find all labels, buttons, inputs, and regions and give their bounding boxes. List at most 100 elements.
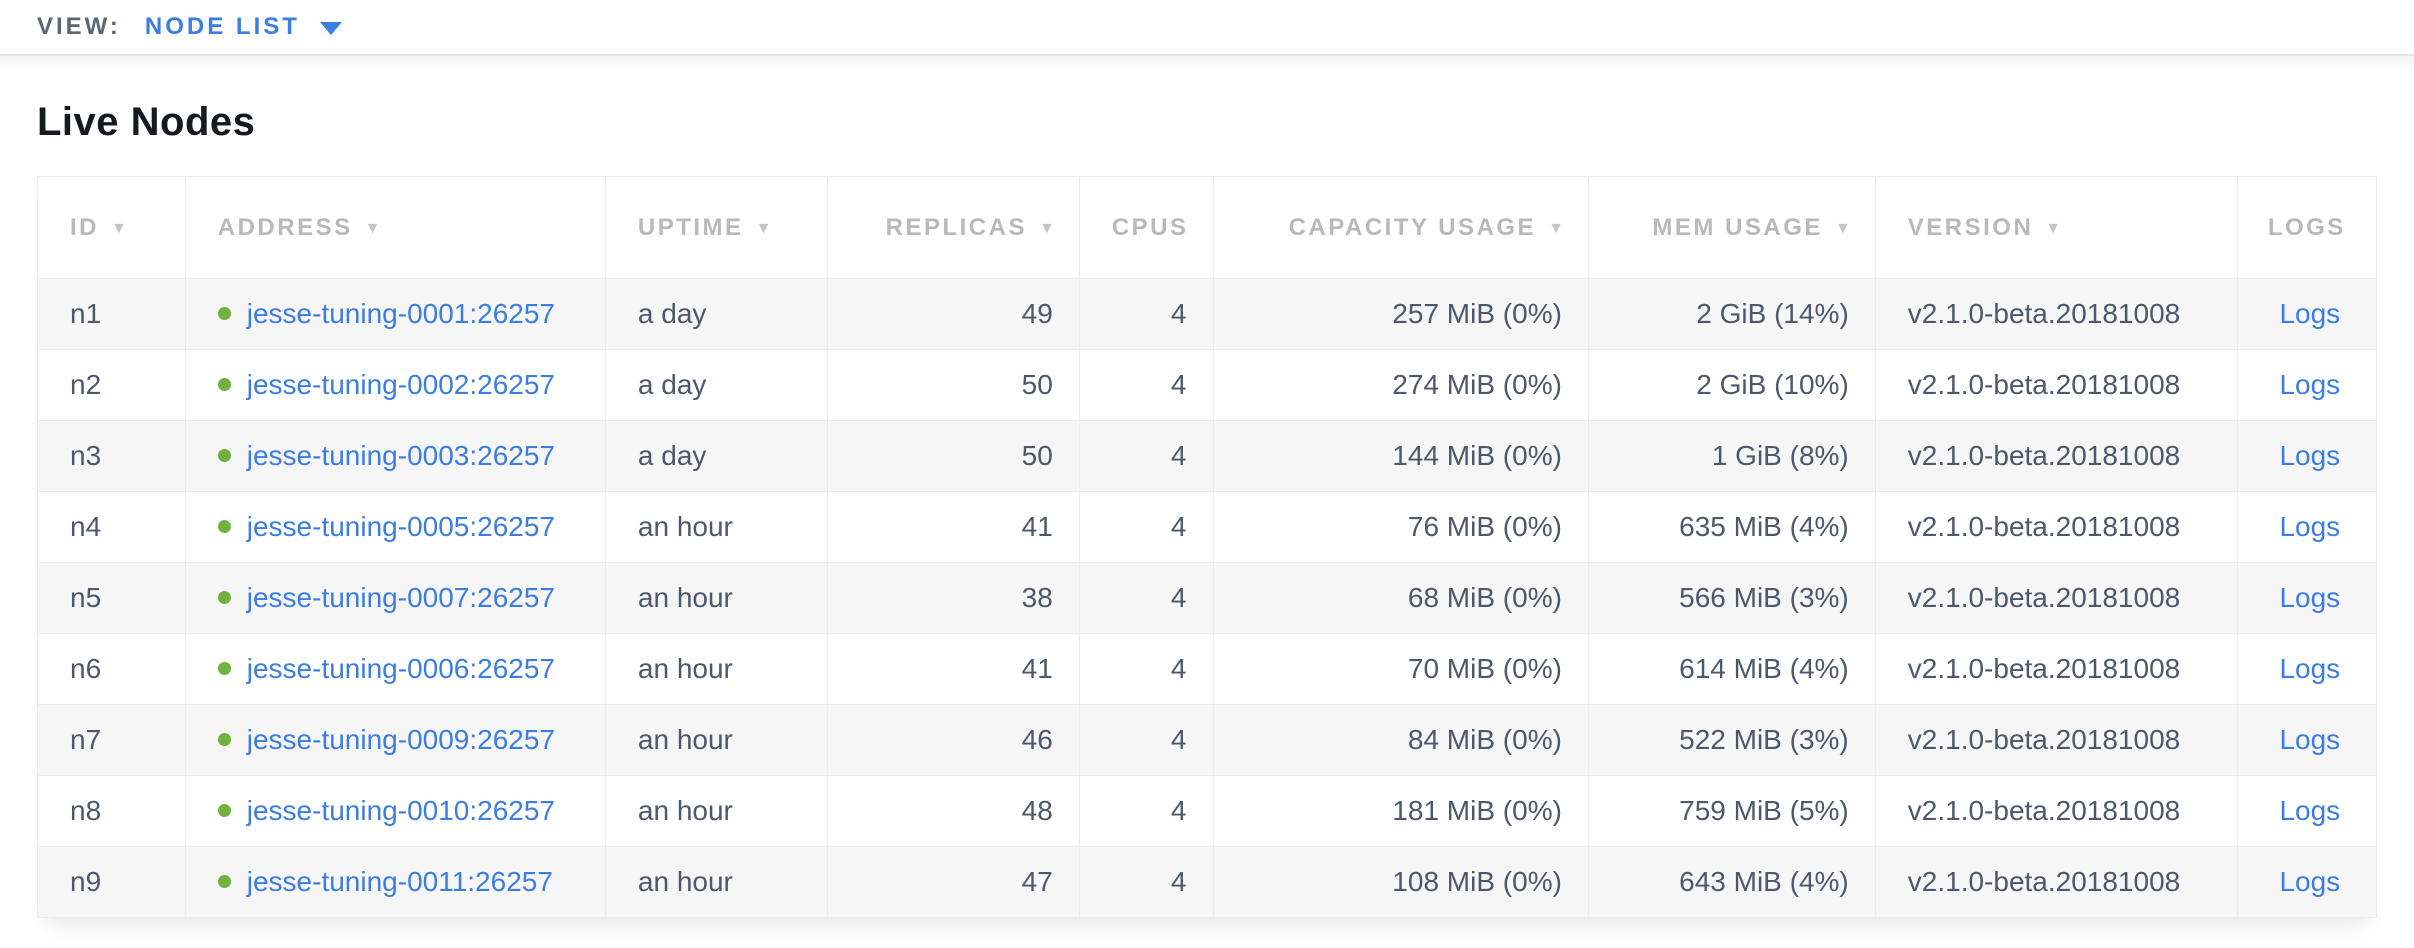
cell-version: v2.1.0-beta.20181008 [1875, 846, 2238, 918]
cell-address: jesse-tuning-0010:26257 [185, 775, 606, 847]
cell-logs: Logs [2237, 846, 2378, 918]
node-address-link[interactable]: jesse-tuning-0009:26257 [246, 724, 555, 755]
node-row-n6: n6 jesse-tuning-0006:26257 an hour 41 4 70 Mi… [37, 633, 2378, 705]
node-healthy-icon [217, 733, 231, 747]
logs-link[interactable]: Logs [2279, 795, 2341, 826]
logs-link[interactable]: Logs [2279, 369, 2341, 400]
cell-id: n5 [37, 562, 186, 634]
cell-uptime: an hour [605, 846, 828, 918]
sort-desc-icon: ▼ [1834, 219, 1851, 237]
cell-cpus: 4 [1079, 562, 1214, 634]
sort-desc-icon: ▼ [364, 219, 381, 237]
column-header-capacity_usage[interactable]: CAPACITY USAGE ▼ [1213, 176, 1589, 279]
cell-replicas: 49 [827, 278, 1080, 350]
logs-link[interactable]: Logs [2279, 653, 2341, 684]
cell-replicas: 47 [827, 846, 1080, 918]
sort-desc-icon: ▼ [1038, 219, 1055, 237]
column-header-mem_usage[interactable]: MEM USAGE ▼ [1588, 176, 1876, 279]
node-address-link[interactable]: jesse-tuning-0011:26257 [246, 866, 553, 897]
cell-cpus: 4 [1079, 349, 1214, 421]
cell-capacity_usage: 70 MiB (0%) [1213, 633, 1589, 705]
cell-mem_usage: 566 MiB (3%) [1588, 562, 1876, 634]
live-nodes-table: ID ▼ ADDRESS ▼ UPTIME ▼ REPLICAS ▼ CPUS CAPACITY … [37, 176, 2378, 918]
view-dropdown[interactable]: NODE LIST [145, 13, 342, 41]
logs-link[interactable]: Logs [2279, 724, 2341, 755]
cell-id: n4 [37, 491, 186, 563]
node-healthy-icon [217, 520, 231, 534]
cell-id: n2 [37, 349, 186, 421]
node-address-link[interactable]: jesse-tuning-0010:26257 [246, 795, 555, 826]
column-header-label: ADDRESS [217, 213, 353, 241]
cell-mem_usage: 1 GiB (8%) [1588, 420, 1876, 492]
logs-link[interactable]: Logs [2279, 582, 2341, 613]
node-address-link[interactable]: jesse-tuning-0007:26257 [246, 582, 555, 613]
logs-link[interactable]: Logs [2279, 298, 2341, 329]
node-row-n5: n5 jesse-tuning-0007:26257 an hour 38 4 68 Mi… [37, 562, 2378, 634]
cell-uptime: an hour [605, 633, 828, 705]
cell-capacity_usage: 68 MiB (0%) [1213, 562, 1589, 634]
cell-id: n8 [37, 775, 186, 847]
logs-link[interactable]: Logs [2279, 440, 2341, 471]
cell-capacity_usage: 144 MiB (0%) [1213, 420, 1589, 492]
node-address-link[interactable]: jesse-tuning-0003:26257 [246, 440, 555, 471]
cell-cpus: 4 [1079, 775, 1214, 847]
page-title: Live Nodes [37, 100, 256, 144]
cell-cpus: 4 [1079, 278, 1214, 350]
topbar-shadow [0, 56, 2414, 72]
cell-address: jesse-tuning-0001:26257 [185, 278, 606, 350]
cell-capacity_usage: 257 MiB (0%) [1213, 278, 1589, 350]
cell-mem_usage: 2 GiB (10%) [1588, 349, 1876, 421]
sort-desc-icon: ▼ [111, 219, 127, 237]
column-header-id[interactable]: ID ▼ [37, 176, 186, 279]
cell-uptime: a day [605, 420, 828, 492]
cell-address: jesse-tuning-0006:26257 [185, 633, 606, 705]
view-dropdown-value: NODE LIST [144, 13, 300, 40]
cell-mem_usage: 522 MiB (3%) [1588, 704, 1876, 776]
column-header-label: MEM USAGE [1652, 213, 1823, 241]
cell-mem_usage: 635 MiB (4%) [1588, 491, 1876, 563]
view-label: VIEW: [37, 13, 121, 40]
column-header-label: UPTIME [637, 213, 744, 241]
logs-link[interactable]: Logs [2279, 511, 2341, 542]
node-address-link[interactable]: jesse-tuning-0001:26257 [246, 298, 555, 329]
node-row-n1: n1 jesse-tuning-0001:26257 a day 49 4 257 MiB… [37, 278, 2378, 350]
node-healthy-icon [217, 591, 231, 605]
cell-uptime: an hour [605, 775, 828, 847]
table-header-row: ID ▼ ADDRESS ▼ UPTIME ▼ REPLICAS ▼ CPUS CAPACITY … [37, 176, 2378, 279]
sort-desc-icon: ▼ [2045, 219, 2062, 237]
node-row-n3: n3 jesse-tuning-0003:26257 a day 50 4 144 MiB… [37, 420, 2378, 492]
cell-logs: Logs [2237, 349, 2378, 421]
cell-cpus: 4 [1079, 846, 1214, 918]
node-healthy-icon [217, 307, 231, 321]
cell-version: v2.1.0-beta.20181008 [1875, 704, 2238, 776]
cell-mem_usage: 2 GiB (14%) [1588, 278, 1876, 350]
column-header-logs: LOGS [2237, 176, 2378, 279]
cell-cpus: 4 [1079, 420, 1214, 492]
cell-replicas: 50 [827, 420, 1080, 492]
cell-logs: Logs [2237, 278, 2378, 350]
column-header-label: VERSION [1907, 213, 2034, 241]
cell-replicas: 41 [827, 633, 1080, 705]
cell-version: v2.1.0-beta.20181008 [1875, 491, 2238, 563]
column-header-uptime[interactable]: UPTIME ▼ [605, 176, 828, 279]
live-nodes-table-container: ID ▼ ADDRESS ▼ UPTIME ▼ REPLICAS ▼ CPUS CAPACITY … [37, 176, 2378, 918]
cell-logs: Logs [2237, 420, 2378, 492]
cell-id: n3 [37, 420, 186, 492]
logs-link[interactable]: Logs [2279, 866, 2341, 897]
cell-version: v2.1.0-beta.20181008 [1875, 562, 2238, 634]
cell-logs: Logs [2237, 562, 2378, 634]
node-address-link[interactable]: jesse-tuning-0006:26257 [246, 653, 555, 684]
cell-uptime: a day [605, 349, 828, 421]
column-header-replicas[interactable]: REPLICAS ▼ [827, 176, 1080, 279]
node-address-link[interactable]: jesse-tuning-0002:26257 [246, 369, 555, 400]
cell-capacity_usage: 274 MiB (0%) [1213, 349, 1589, 421]
cell-replicas: 46 [827, 704, 1080, 776]
column-header-version[interactable]: VERSION ▼ [1875, 176, 2238, 279]
node-address-link[interactable]: jesse-tuning-0005:26257 [246, 511, 555, 542]
cell-uptime: a day [605, 278, 828, 350]
column-header-label: ID [70, 213, 99, 241]
cell-logs: Logs [2237, 633, 2378, 705]
node-healthy-icon [217, 662, 231, 676]
column-header-address[interactable]: ADDRESS ▼ [185, 176, 606, 279]
cell-cpus: 4 [1079, 491, 1214, 563]
